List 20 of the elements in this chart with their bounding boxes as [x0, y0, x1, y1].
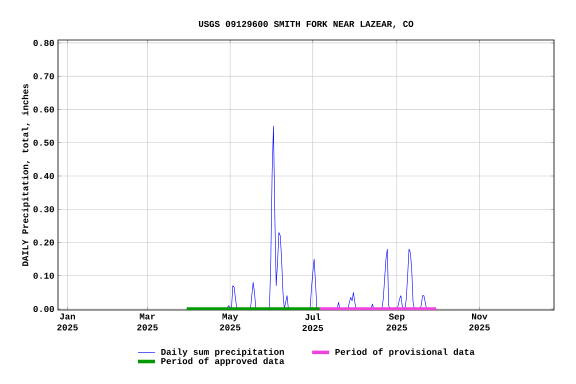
- legend-label: Daily sum precipitation: [161, 348, 284, 357]
- y-axis-title: DAILY Precipitation, total, inches: [22, 84, 30, 266]
- x-tick-label: Jul 2025: [302, 314, 324, 332]
- chart-title: USGS 09129600 SMITH FORK NEAR LAZEAR, CO: [198, 20, 414, 28]
- y-tick-label: 0.50: [33, 140, 54, 146]
- legend-label: Period of provisional data: [335, 348, 475, 357]
- x-tick-label: May 2025: [220, 314, 240, 330]
- x-tick-label: Nov 2025: [469, 314, 490, 330]
- y-tick-label: 0.10: [33, 272, 54, 279]
- y-tick-label: 0.40: [33, 172, 54, 180]
- y-tick-label: 0.80: [33, 40, 54, 46]
- x-tick-label: Sep 2025: [386, 314, 408, 331]
- x-tick-label: Jan 2025: [57, 314, 78, 330]
- x-tick-label: Mar 2025: [137, 314, 158, 330]
- y-tick-label: 0.30: [33, 206, 54, 212]
- y-tick-label: 0.00: [33, 306, 54, 312]
- legend-label: Period of approved data: [161, 357, 284, 366]
- y-tick-label: 0.20: [33, 239, 54, 246]
- y-tick-label: 0.70: [33, 73, 54, 80]
- y-tick-label: 0.60: [33, 106, 54, 113]
